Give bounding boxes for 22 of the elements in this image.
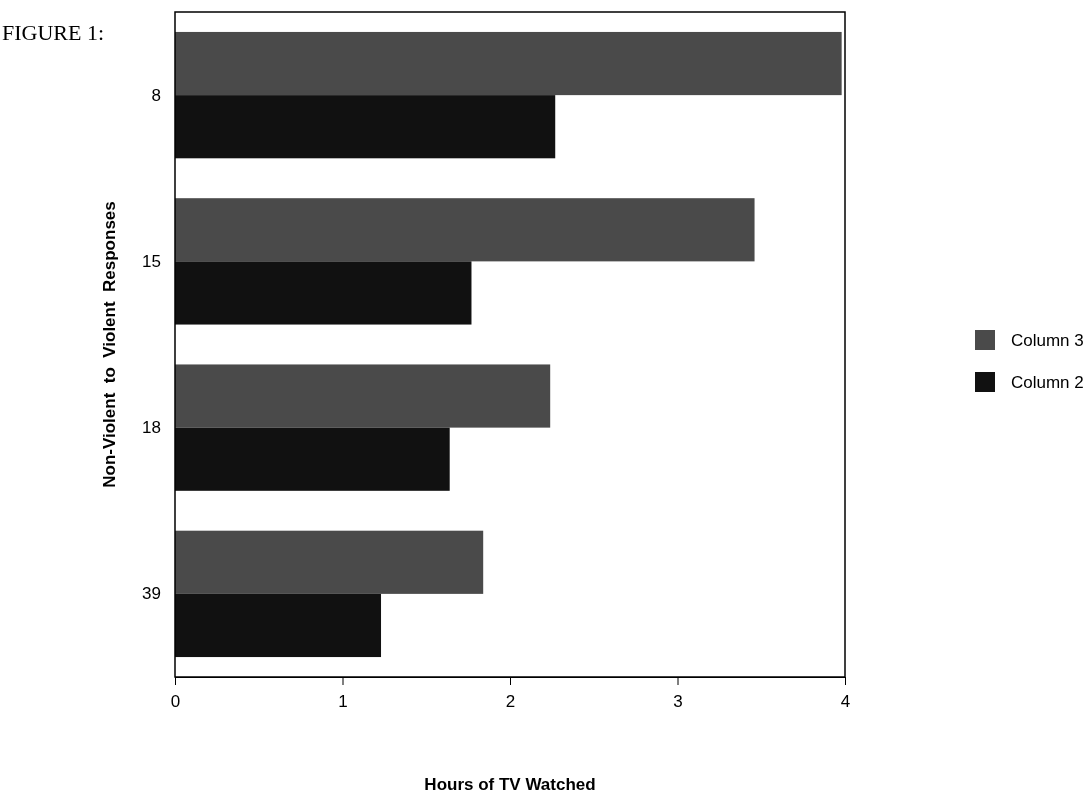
bar (175, 593, 382, 658)
chart-title: FIGURE 1: (2, 20, 105, 45)
bar (175, 427, 450, 491)
legend-label: Column 2 (1011, 373, 1084, 392)
y-axis-title: Non-Violent to Violent Responses (100, 201, 119, 488)
x-tick-label: 4 (840, 692, 851, 712)
bar (175, 261, 472, 325)
bar (175, 31, 842, 96)
bar (175, 198, 755, 262)
x-tick-label: 1 (338, 692, 348, 712)
bar (175, 95, 556, 159)
bar (175, 530, 484, 594)
bar (175, 364, 551, 428)
x-tick-label: 2 (505, 692, 516, 712)
x-tick-label: 3 (673, 692, 683, 712)
y-tick-label: 8 (151, 85, 161, 105)
legend-label: Column 3 (1011, 331, 1084, 350)
x-axis-title: Hours of TV Watched (424, 775, 596, 794)
y-tick-label: 15 (142, 251, 161, 271)
y-tick-label: 18 (142, 418, 161, 438)
y-tick-label: 39 (142, 584, 161, 604)
x-tick-label: 0 (170, 692, 181, 712)
